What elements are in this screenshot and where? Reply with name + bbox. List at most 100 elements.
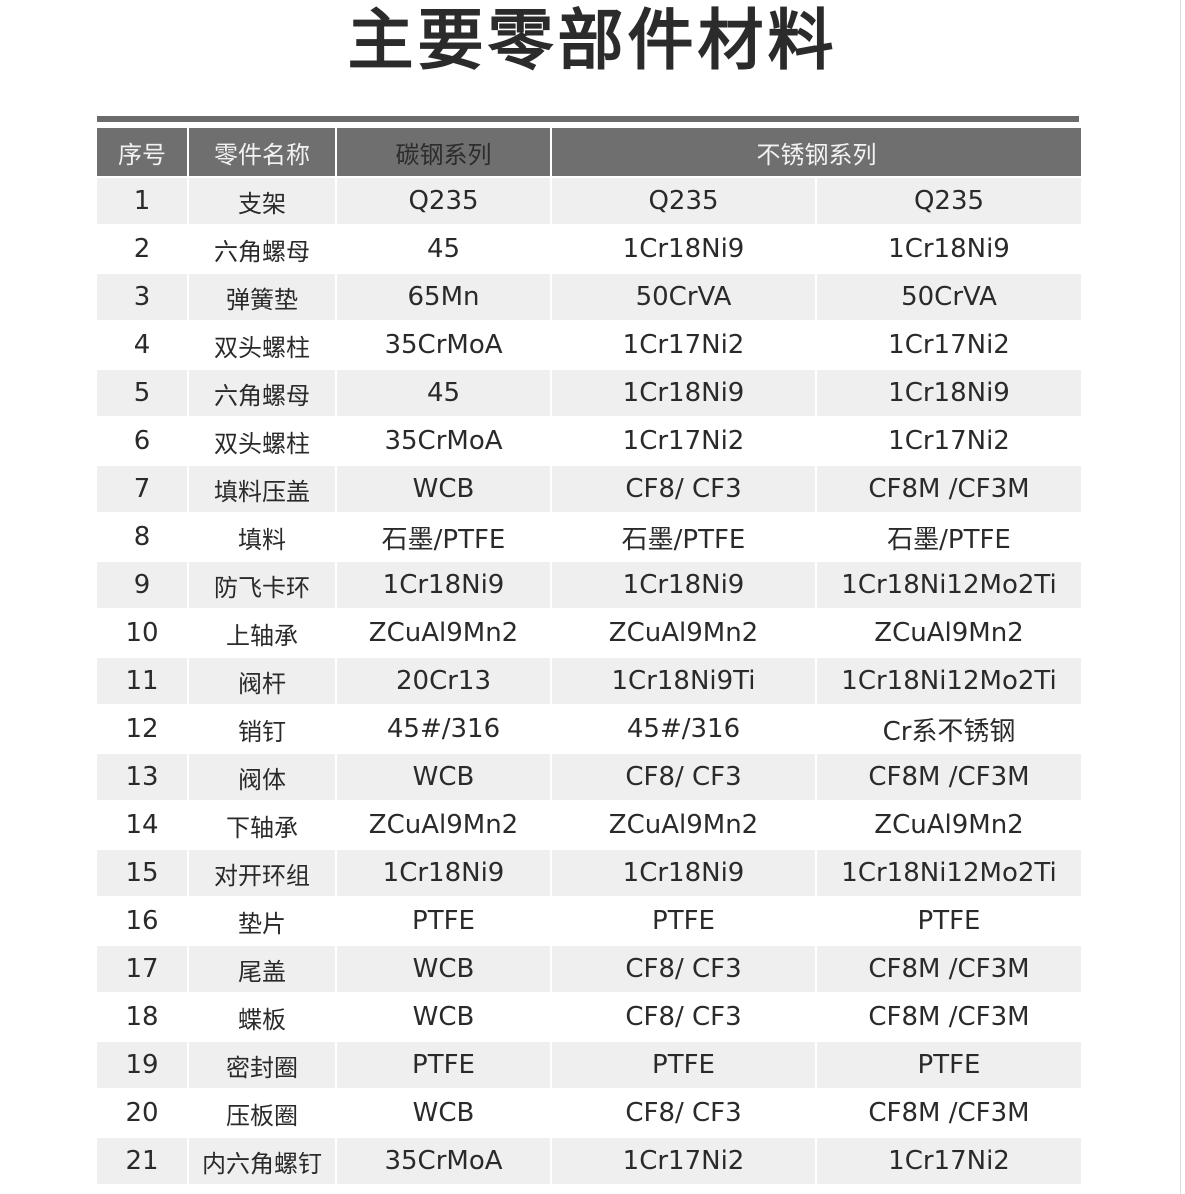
table-row: 10 上轴承 ZCuAl9Mn2 ZCuAl9Mn2 ZCuAl9Mn2 xyxy=(97,608,1081,656)
cell-stainless-1: 1Cr18Ni9 xyxy=(552,224,815,272)
cell-part-name: 防飞卡环 xyxy=(189,560,335,608)
cell-stainless-1: CF8/ CF3 xyxy=(552,752,815,800)
table-row: 17 尾盖 WCB CF8/ CF3 CF8M /CF3M xyxy=(97,944,1081,992)
cell-stainless-2: 1Cr17Ni2 xyxy=(817,1136,1081,1184)
table-row: 7 填料压盖 WCB CF8/ CF3 CF8M /CF3M xyxy=(97,464,1081,512)
cell-stainless-2: 石墨/PTFE xyxy=(817,512,1081,560)
cell-carbon-steel: WCB xyxy=(337,464,550,512)
cell-carbon-steel: 石墨/PTFE xyxy=(337,512,550,560)
cell-part-name: 填料 xyxy=(189,512,335,560)
cell-stainless-1: PTFE xyxy=(552,896,815,944)
cell-carbon-steel: 35CrMoA xyxy=(337,1136,550,1184)
cell-part-name: 销钉 xyxy=(189,704,335,752)
cell-carbon-steel: 20Cr13 xyxy=(337,656,550,704)
cell-no: 4 xyxy=(97,320,187,368)
table-row: 20 压板圈 WCB CF8/ CF3 CF8M /CF3M xyxy=(97,1088,1081,1136)
cell-stainless-2: CF8M /CF3M xyxy=(817,1088,1081,1136)
page-title: 主要零部件材料 xyxy=(347,2,838,79)
cell-part-name: 尾盖 xyxy=(189,944,335,992)
cell-carbon-steel: 1Cr18Ni9 xyxy=(337,848,550,896)
cell-part-name: 六角螺母 xyxy=(189,224,335,272)
cell-carbon-steel: WCB xyxy=(337,944,550,992)
cell-no: 6 xyxy=(97,416,187,464)
table-row: 9 防飞卡环 1Cr18Ni9 1Cr18Ni9 1Cr18Ni12Mo2Ti xyxy=(97,560,1081,608)
cell-part-name: 垫片 xyxy=(189,896,335,944)
cell-part-name: 填料压盖 xyxy=(189,464,335,512)
cell-no: 16 xyxy=(97,896,187,944)
cell-stainless-2: 1Cr18Ni12Mo2Ti xyxy=(817,848,1081,896)
cell-stainless-2: ZCuAl9Mn2 xyxy=(817,800,1081,848)
cell-stainless-1: 1Cr18Ni9 xyxy=(552,368,815,416)
cell-carbon-steel: 1Cr18Ni9 xyxy=(337,560,550,608)
header-part-name: 零件名称 xyxy=(189,128,335,176)
cell-stainless-1: ZCuAl9Mn2 xyxy=(552,608,815,656)
cell-stainless-1: CF8/ CF3 xyxy=(552,944,815,992)
cell-stainless-2: 1Cr17Ni2 xyxy=(817,416,1081,464)
cell-no: 12 xyxy=(97,704,187,752)
cell-stainless-2: 1Cr17Ni2 xyxy=(817,320,1081,368)
cell-part-name: 密封圈 xyxy=(189,1040,335,1088)
cell-carbon-steel: ZCuAl9Mn2 xyxy=(337,800,550,848)
table-header-row: 序号 零件名称 碳钢系列 不锈钢系列 xyxy=(97,128,1081,176)
cell-carbon-steel: ZCuAl9Mn2 xyxy=(337,608,550,656)
cell-stainless-2: ZCuAl9Mn2 xyxy=(817,608,1081,656)
table-row: 4 双头螺柱 35CrMoA 1Cr17Ni2 1Cr17Ni2 xyxy=(97,320,1081,368)
cell-carbon-steel: 35CrMoA xyxy=(337,416,550,464)
table-row: 5 六角螺母 45 1Cr18Ni9 1Cr18Ni9 xyxy=(97,368,1081,416)
cell-stainless-1: 石墨/PTFE xyxy=(552,512,815,560)
table-row: 13 阀体 WCB CF8/ CF3 CF8M /CF3M xyxy=(97,752,1081,800)
cell-stainless-2: CF8M /CF3M xyxy=(817,944,1081,992)
table-row: 19 密封圈 PTFE PTFE PTFE xyxy=(97,1040,1081,1088)
cell-no: 9 xyxy=(97,560,187,608)
cell-part-name: 支架 xyxy=(189,176,335,224)
cell-stainless-2: 1Cr18Ni9 xyxy=(817,368,1081,416)
cell-part-name: 内六角螺钉 xyxy=(189,1136,335,1184)
cell-no: 17 xyxy=(97,944,187,992)
header-stainless-steel: 不锈钢系列 xyxy=(552,128,1081,176)
table-row: 18 蝶板 WCB CF8/ CF3 CF8M /CF3M xyxy=(97,992,1081,1040)
cell-part-name: 阀杆 xyxy=(189,656,335,704)
cell-stainless-2: Cr系不锈钢 xyxy=(817,704,1081,752)
cell-stainless-1: 1Cr17Ni2 xyxy=(552,320,815,368)
cell-part-name: 上轴承 xyxy=(189,608,335,656)
cell-no: 19 xyxy=(97,1040,187,1088)
cell-no: 3 xyxy=(97,272,187,320)
cell-no: 10 xyxy=(97,608,187,656)
cell-no: 2 xyxy=(97,224,187,272)
cell-no: 14 xyxy=(97,800,187,848)
cell-no: 1 xyxy=(97,176,187,224)
table-row: 16 垫片 PTFE PTFE PTFE xyxy=(97,896,1081,944)
materials-table: 序号 零件名称 碳钢系列 不锈钢系列 1 支架 Q235 Q235 Q235 2 六角螺母 4… xyxy=(95,128,1083,1184)
header-carbon-steel: 碳钢系列 xyxy=(337,128,550,176)
cell-stainless-1: CF8/ CF3 xyxy=(552,1088,815,1136)
cell-no: 18 xyxy=(97,992,187,1040)
cell-carbon-steel: PTFE xyxy=(337,896,550,944)
cell-carbon-steel: WCB xyxy=(337,992,550,1040)
page-edge-line xyxy=(1180,0,1181,1194)
cell-no: 13 xyxy=(97,752,187,800)
table-row: 1 支架 Q235 Q235 Q235 xyxy=(97,176,1081,224)
table-row: 21 内六角螺钉 35CrMoA 1Cr17Ni2 1Cr17Ni2 xyxy=(97,1136,1081,1184)
cell-stainless-1: ZCuAl9Mn2 xyxy=(552,800,815,848)
cell-carbon-steel: 45#/316 xyxy=(337,704,550,752)
cell-stainless-1: 1Cr18Ni9 xyxy=(552,560,815,608)
cell-stainless-2: PTFE xyxy=(817,896,1081,944)
cell-stainless-2: Q235 xyxy=(817,176,1081,224)
cell-stainless-1: 1Cr17Ni2 xyxy=(552,1136,815,1184)
cell-stainless-2: CF8M /CF3M xyxy=(817,992,1081,1040)
cell-stainless-2: CF8M /CF3M xyxy=(817,464,1081,512)
cell-part-name: 压板圈 xyxy=(189,1088,335,1136)
cell-no: 15 xyxy=(97,848,187,896)
cell-stainless-1: 1Cr18Ni9 xyxy=(552,848,815,896)
cell-stainless-1: CF8/ CF3 xyxy=(552,992,815,1040)
cell-stainless-2: 1Cr18Ni12Mo2Ti xyxy=(817,656,1081,704)
cell-carbon-steel: 65Mn xyxy=(337,272,550,320)
cell-part-name: 阀体 xyxy=(189,752,335,800)
cell-carbon-steel: 45 xyxy=(337,368,550,416)
cell-stainless-1: CF8/ CF3 xyxy=(552,464,815,512)
table-row: 15 对开环组 1Cr18Ni9 1Cr18Ni9 1Cr18Ni12Mo2Ti xyxy=(97,848,1081,896)
cell-carbon-steel: 45 xyxy=(337,224,550,272)
table-row: 14 下轴承 ZCuAl9Mn2 ZCuAl9Mn2 ZCuAl9Mn2 xyxy=(97,800,1081,848)
cell-part-name: 下轴承 xyxy=(189,800,335,848)
cell-part-name: 双头螺柱 xyxy=(189,416,335,464)
